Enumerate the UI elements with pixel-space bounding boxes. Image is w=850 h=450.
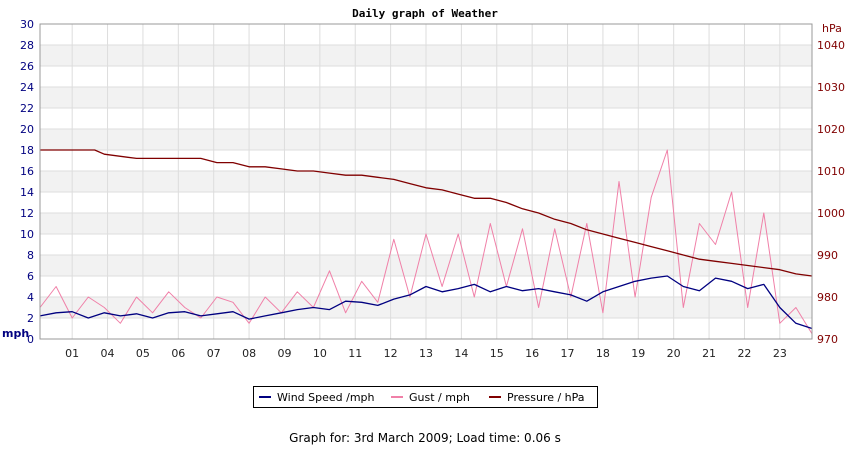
left-tick-label: 22 xyxy=(20,102,34,115)
x-tick-label: 08 xyxy=(242,347,256,360)
x-tick-label: 05 xyxy=(136,347,150,360)
legend: Wind Speed /mph Gust / mph Pressure / hP… xyxy=(253,386,598,408)
left-tick-label: 0 xyxy=(27,333,34,346)
left-tick-label: 26 xyxy=(20,60,34,73)
left-tick-label: 4 xyxy=(27,291,34,304)
right-tick-label: 990 xyxy=(817,249,838,262)
right-tick-label: 1040 xyxy=(817,39,845,52)
x-tick-label: 04 xyxy=(101,347,115,360)
left-axis-unit: mph xyxy=(2,327,29,340)
right-tick-label: 1000 xyxy=(817,207,845,220)
legend-item-pressure: Pressure / hPa xyxy=(489,391,585,405)
left-tick-label: 6 xyxy=(27,270,34,283)
x-tick-label: 13 xyxy=(419,347,433,360)
legend-label-wind: Wind Speed /mph xyxy=(277,391,375,404)
legend-swatch-pressure xyxy=(489,396,501,398)
x-tick-label: 16 xyxy=(525,347,539,360)
right-tick-label: 980 xyxy=(817,291,838,304)
left-tick-label: 12 xyxy=(20,207,34,220)
x-tick-label: 09 xyxy=(277,347,291,360)
right-tick-label: 1020 xyxy=(817,123,845,136)
x-tick-label: 17 xyxy=(561,347,575,360)
vertical-grid xyxy=(71,24,781,339)
series-layer xyxy=(39,149,813,335)
x-tick-label: 18 xyxy=(596,347,610,360)
legend-item-wind: Wind Speed /mph xyxy=(259,391,375,405)
footer-text: Graph for: 3rd March 2009; Load time: 0.… xyxy=(289,431,561,445)
left-tick-label: 30 xyxy=(20,18,34,31)
x-axis-ticks: 01 04 05 06 07 08 09 10 11 12 13 14 15 16 17 18 19 20 21 22… xyxy=(65,347,787,360)
x-tick-label: 12 xyxy=(384,347,398,360)
x-tick-label: 19 xyxy=(631,347,645,360)
x-tick-label: 06 xyxy=(171,347,185,360)
legend-item-gust: Gust / mph xyxy=(391,391,470,405)
left-tick-label: 16 xyxy=(20,165,34,178)
right-tick-label: 1010 xyxy=(817,165,845,178)
series-gust xyxy=(39,149,813,335)
left-tick-label: 28 xyxy=(20,39,34,52)
legend-label-pressure: Pressure / hPa xyxy=(507,391,585,404)
left-tick-label: 2 xyxy=(27,312,34,325)
legend-swatch-gust xyxy=(391,396,403,398)
left-tick-label: 14 xyxy=(20,186,34,199)
chart-title: Daily graph of Weather xyxy=(352,7,498,20)
chart-svg: Daily graph of Weather 02468101214161820… xyxy=(2,7,845,360)
left-tick-label: 18 xyxy=(20,144,34,157)
x-tick-label: 07 xyxy=(207,347,221,360)
right-tick-label: 970 xyxy=(817,333,838,346)
plot-border xyxy=(39,23,813,340)
left-tick-label: 8 xyxy=(27,249,34,262)
x-tick-label: 20 xyxy=(667,347,681,360)
x-tick-label: 15 xyxy=(490,347,504,360)
x-tick-label: 14 xyxy=(454,347,468,360)
x-tick-label: 22 xyxy=(737,347,751,360)
left-tick-label: 20 xyxy=(20,123,34,136)
x-tick-label: 10 xyxy=(313,347,327,360)
series-wind-speed xyxy=(39,275,813,330)
x-tick-label: 21 xyxy=(702,347,716,360)
x-tick-label: 11 xyxy=(348,347,362,360)
legend-swatch-wind xyxy=(259,396,271,398)
legend-label-gust: Gust / mph xyxy=(409,391,470,404)
right-tick-label: 1030 xyxy=(817,81,845,94)
left-tick-label: 24 xyxy=(20,81,34,94)
right-axis-ticks: 970 980 990 1000 1010 1020 1030 1040 xyxy=(817,39,845,346)
left-tick-label: 10 xyxy=(20,228,34,241)
right-axis-unit: hPa xyxy=(822,22,842,35)
series-pressure xyxy=(40,149,813,277)
x-tick-label: 23 xyxy=(773,347,787,360)
x-tick-label: 01 xyxy=(65,347,79,360)
